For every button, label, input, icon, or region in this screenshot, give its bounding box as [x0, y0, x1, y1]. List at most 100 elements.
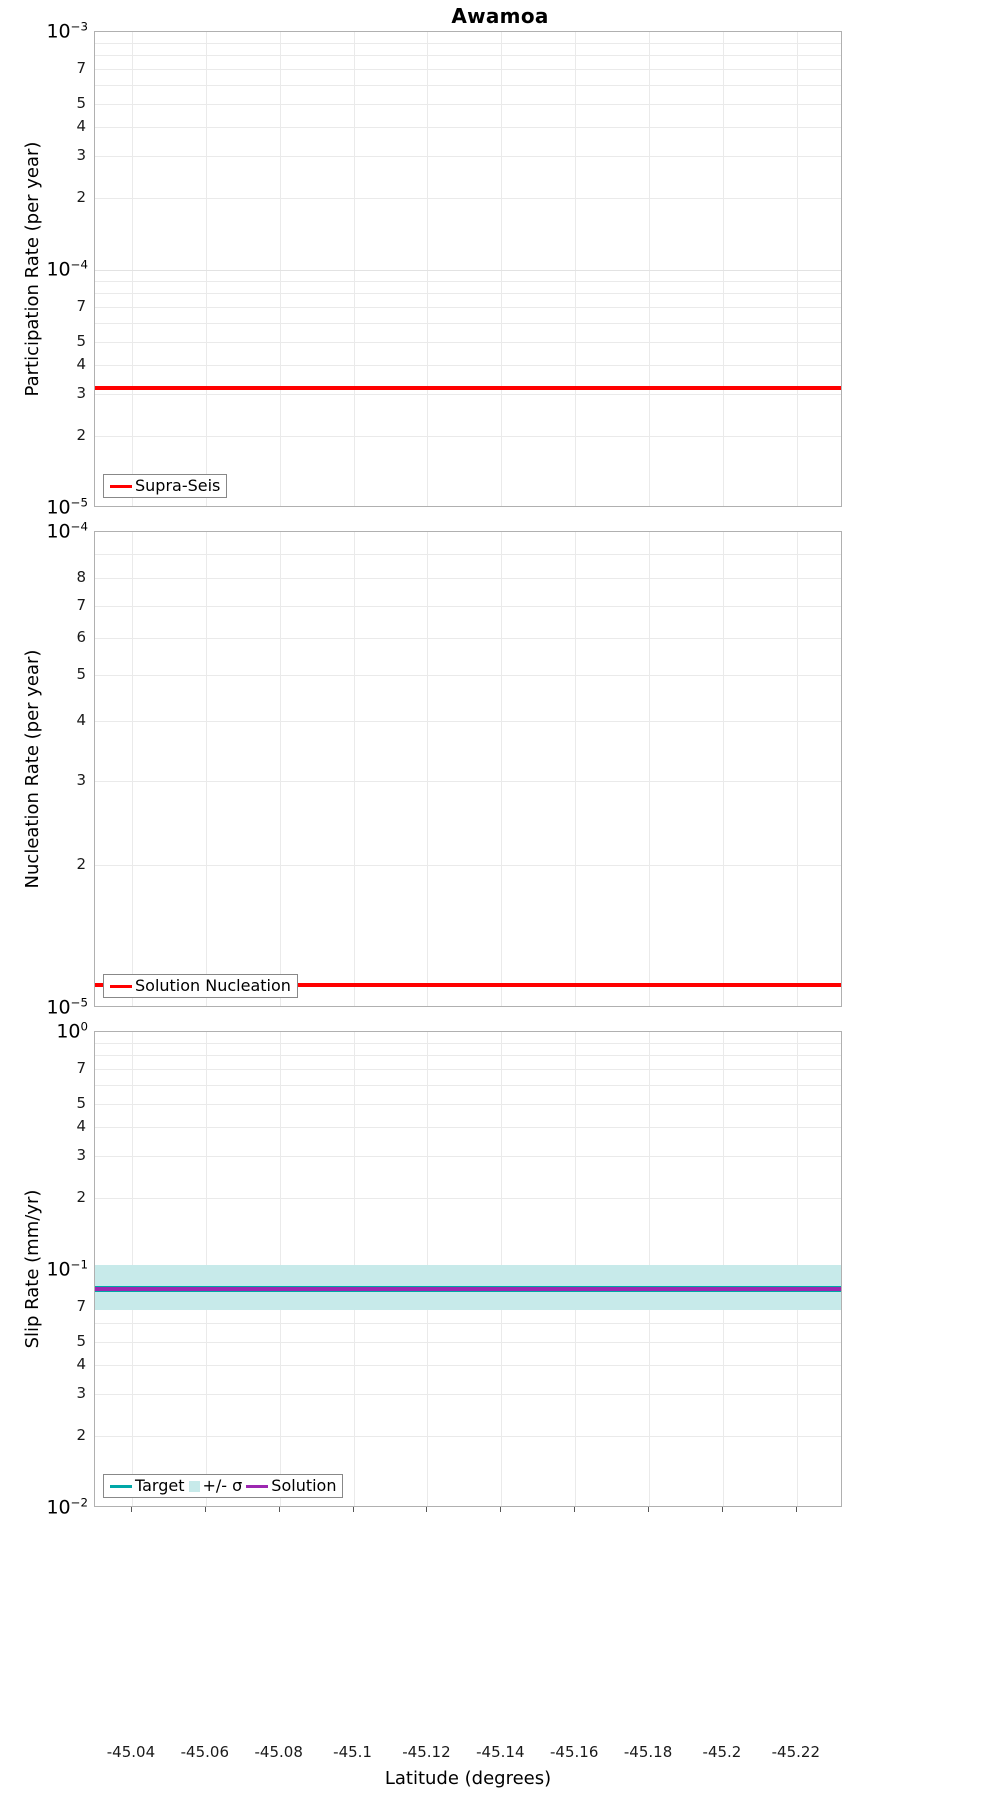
gridline-horizontal-minor [95, 1126, 841, 1128]
y-axis-label: Slip Rate (mm/yr) [22, 1189, 43, 1349]
legend-entry: Solution Nucleation [110, 978, 291, 994]
x-axis-tick-label: -45.12 [402, 1743, 451, 1761]
y-axis-tick-label-minor: 4 [76, 1354, 86, 1373]
page-title: Awamoa [451, 4, 549, 28]
gridline-horizontal-minor [95, 605, 841, 607]
legend-label: Solution Nucleation [135, 976, 291, 995]
y-axis-tick-label-minor: 7 [76, 1058, 86, 1077]
series-line-supra-seis [95, 385, 841, 390]
gridline-horizontal-minor [95, 1103, 841, 1105]
gridline-horizontal-minor [95, 553, 841, 555]
gridline-vertical [353, 532, 355, 1006]
panel-slip-rate: Target +/- σ Solution [94, 1031, 842, 1507]
gridline-vertical [427, 32, 429, 506]
gridline-horizontal-major [95, 270, 841, 271]
legend-line-swatch [110, 484, 132, 488]
gridline-vertical [796, 32, 798, 506]
x-axis-tick-label: -45.16 [550, 1743, 599, 1761]
x-axis-tick-label: -45.06 [180, 1743, 229, 1761]
y-axis-tick-label-minor: 3 [76, 1146, 86, 1165]
x-axis-tick-label: -45.18 [623, 1743, 673, 1761]
gridline-horizontal-minor [95, 1341, 841, 1343]
gridline-horizontal-minor [95, 55, 841, 57]
y-axis-tick-label-minor: 4 [76, 1116, 86, 1135]
gridline-vertical [205, 32, 207, 506]
gridline-horizontal-minor [95, 103, 841, 105]
gridline-horizontal-minor [95, 1322, 841, 1324]
x-axis-label: Latitude (degrees) [384, 1768, 552, 1789]
gridline-horizontal-minor [95, 198, 841, 200]
y-axis-tick-label-minor: 3 [76, 770, 86, 789]
legend-patch-swatch [188, 1480, 200, 1492]
x-axis-tick-label: -45.04 [106, 1743, 156, 1761]
gridline-horizontal-minor [95, 675, 841, 677]
x-axis-tick-mark [426, 1507, 428, 1512]
gridline-horizontal-minor [95, 306, 841, 308]
gridline-horizontal-minor [95, 578, 841, 580]
y-axis-tick-label-minor: 5 [76, 331, 86, 350]
gridline-vertical [649, 32, 651, 506]
x-axis-tick-mark [130, 1507, 132, 1512]
series-line-solution [95, 1287, 841, 1292]
legend-entry: +/- σ [188, 1478, 242, 1494]
y-axis-tick-label-minor: 4 [76, 711, 86, 730]
gridline-vertical [279, 32, 281, 506]
y-axis-tick-label-minor: 4 [76, 116, 86, 135]
gridline-vertical [353, 32, 355, 506]
y-axis-tick-label-minor: 2 [76, 854, 86, 873]
y-axis-tick-label-minor: 2 [76, 188, 86, 207]
x-axis-tick-label: -45.2 [702, 1743, 742, 1761]
y-axis-tick-label-minor: 7 [76, 1296, 86, 1315]
legend-entry: Supra-Seis [110, 478, 220, 494]
gridline-horizontal-minor [95, 1364, 841, 1366]
x-axis-tick-mark [352, 1507, 354, 1512]
y-axis-tick-label: 10−5 [46, 495, 88, 519]
y-axis-tick-label-minor: 3 [76, 384, 86, 403]
gridline-horizontal-minor [95, 436, 841, 438]
y-axis-tick-label: 10−4 [46, 519, 88, 543]
plot-area-participation [95, 32, 841, 506]
gridline-horizontal-minor [95, 293, 841, 295]
panel-nucleation-rate: Solution Nucleation [94, 531, 842, 1007]
y-axis-tick-label: 10−3 [46, 19, 88, 43]
gridline-vertical [501, 532, 503, 1006]
y-axis-tick-label-minor: 7 [76, 296, 86, 315]
legend-line-swatch [246, 1484, 269, 1488]
x-axis-tick-label: -45.14 [476, 1743, 525, 1761]
gridline-vertical [131, 532, 133, 1006]
gridline-vertical [205, 532, 207, 1006]
x-axis-tick-label: -45.08 [254, 1743, 303, 1761]
gridline-vertical [722, 532, 724, 1006]
gridline-horizontal-minor [95, 126, 841, 128]
gridline-vertical [279, 532, 281, 1006]
gridline-horizontal-minor [95, 156, 841, 158]
x-axis-tick-mark [721, 1507, 723, 1512]
legend-nucleation[interactable]: Solution Nucleation [103, 974, 298, 998]
y-axis-tick-label-minor: 2 [76, 1426, 86, 1445]
gridline-horizontal-minor [95, 637, 841, 639]
gridline-horizontal-minor [95, 68, 841, 70]
y-axis-tick-label-minor: 2 [76, 1188, 86, 1207]
legend-participation[interactable]: Supra-Seis [103, 474, 228, 498]
gridline-horizontal-minor [95, 322, 841, 324]
x-axis-tick-mark [204, 1507, 206, 1512]
gridline-vertical [501, 32, 503, 506]
y-axis-tick-label: 10−5 [46, 995, 88, 1019]
legend-label: Solution [271, 1476, 337, 1495]
gridline-horizontal-minor [95, 364, 841, 366]
gridline-horizontal-minor [95, 1436, 841, 1438]
legend-slip-rate[interactable]: Target +/- σ Solution [103, 1474, 344, 1498]
y-axis-tick-label-minor: 8 [76, 568, 86, 587]
y-axis-tick-label-minor: 7 [76, 58, 86, 77]
gridline-horizontal-minor [95, 84, 841, 86]
y-axis-tick-label: 10−1 [46, 1257, 88, 1281]
y-axis-tick-label-minor: 5 [76, 665, 86, 684]
gridline-vertical [649, 532, 651, 1006]
legend-line-swatch [110, 1484, 132, 1488]
gridline-horizontal-minor [95, 1156, 841, 1158]
gridline-vertical [722, 32, 724, 506]
x-axis-tick-mark [795, 1507, 797, 1512]
gridline-horizontal-minor [95, 864, 841, 866]
y-axis-tick-label-minor: 5 [76, 93, 86, 112]
gridline-horizontal-minor [95, 394, 841, 396]
